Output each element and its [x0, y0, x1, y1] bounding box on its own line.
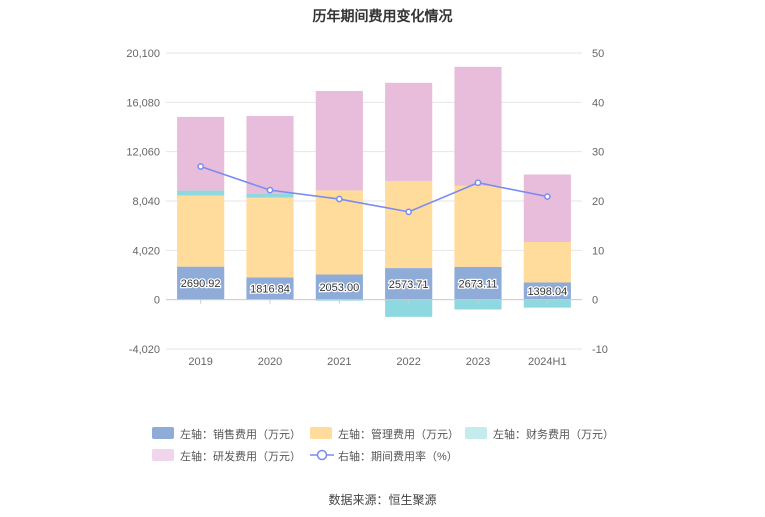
- bar-rd: [246, 115, 294, 194]
- data-label-sales: 2573.71: [389, 279, 429, 291]
- bar-finance: [246, 193, 294, 198]
- bar-sales: [523, 282, 571, 300]
- x-tick-label: 2021: [327, 356, 351, 368]
- rate-point: [335, 195, 343, 203]
- legend-swatch-rd: [152, 449, 174, 461]
- data-label-sales: 1816.84: [250, 284, 290, 296]
- rate-point: [266, 186, 274, 194]
- legend-label-finance: 左轴：财务费用（万元）: [493, 429, 614, 441]
- legend-line-marker-icon: [310, 449, 334, 461]
- y-left-tick-label: 12,060: [126, 147, 160, 159]
- bar-sales: [177, 266, 225, 300]
- legend-label-sales: 左轴：销售费用（万元）: [180, 429, 301, 441]
- y-right-tick-label: 30: [592, 147, 604, 159]
- y-left-tick-label: 0: [154, 295, 160, 307]
- legend-swatch-finance: [465, 427, 487, 439]
- legend-label-admin: 左轴：管理费用（万元）: [338, 429, 459, 441]
- bar-rd: [177, 116, 225, 191]
- y-right-tick-label: 50: [592, 48, 604, 60]
- y-right-tick-label: 20: [592, 196, 604, 208]
- bar-rd: [315, 91, 363, 191]
- y-left-tick-label: 4,020: [132, 245, 160, 257]
- y-left-tick-label: -4,020: [129, 344, 160, 356]
- x-tick-label: 2024H1: [528, 356, 567, 368]
- bar-admin: [454, 185, 502, 267]
- bar-rd: [454, 66, 502, 186]
- x-tick-label: 2019: [188, 356, 212, 368]
- y-left-tick-label: 8,040: [132, 196, 160, 208]
- x-tick-label: 2023: [466, 356, 490, 368]
- data-label-sales: 2053.00: [319, 282, 359, 294]
- bar-finance: [454, 299, 502, 310]
- y-right-tick-label: -10: [592, 344, 608, 356]
- y-right-tick-label: 40: [592, 97, 604, 109]
- bar-sales: [246, 277, 294, 300]
- y-right-tick-label: 0: [592, 295, 598, 307]
- rate-line: [200, 165, 548, 213]
- chart-plot: -4,020 0 4,020 8,040 12,060 16,080 20,100 -10 0 1…: [126, 48, 608, 368]
- bar-admin: [246, 197, 294, 278]
- bar-admin: [523, 242, 571, 283]
- bar-admin: [177, 195, 225, 267]
- bar-admin: [385, 180, 433, 269]
- bar-sales: [454, 266, 502, 300]
- x-tick-label: 2022: [396, 356, 420, 368]
- bar-rd: [385, 82, 433, 181]
- legend-label-rate: 右轴：期间费用率（%）: [338, 451, 458, 463]
- y-left-tick-label: 20,100: [126, 48, 160, 60]
- x-tick-label: 2020: [258, 356, 282, 368]
- chart-title: 历年期间费用变化情况: [312, 8, 453, 24]
- data-label-sales: 2690.92: [181, 278, 221, 290]
- bar-finance: [385, 299, 433, 317]
- y-left-tick-label: 16,080: [126, 97, 160, 109]
- data-label-sales: 2673.11: [459, 278, 498, 290]
- legend-swatch-sales: [152, 427, 174, 439]
- legend-label-rd: 左轴：研发费用（万元）: [180, 451, 301, 463]
- legend-swatch-admin: [310, 427, 332, 439]
- bar-rd: [523, 174, 571, 243]
- bar-sales: [315, 274, 363, 300]
- bar-finance: [177, 190, 225, 196]
- y-right-tick-label: 10: [592, 245, 604, 257]
- rate-point: [197, 163, 205, 170]
- chart-source: 数据来源：恒生聚源: [328, 493, 437, 507]
- data-label-sales: 1398.04: [527, 286, 567, 298]
- bar-sales: [385, 268, 433, 300]
- rate-point: [474, 179, 482, 187]
- rate-point: [405, 208, 413, 216]
- rate-point: [543, 193, 551, 200]
- bar-admin: [315, 190, 363, 275]
